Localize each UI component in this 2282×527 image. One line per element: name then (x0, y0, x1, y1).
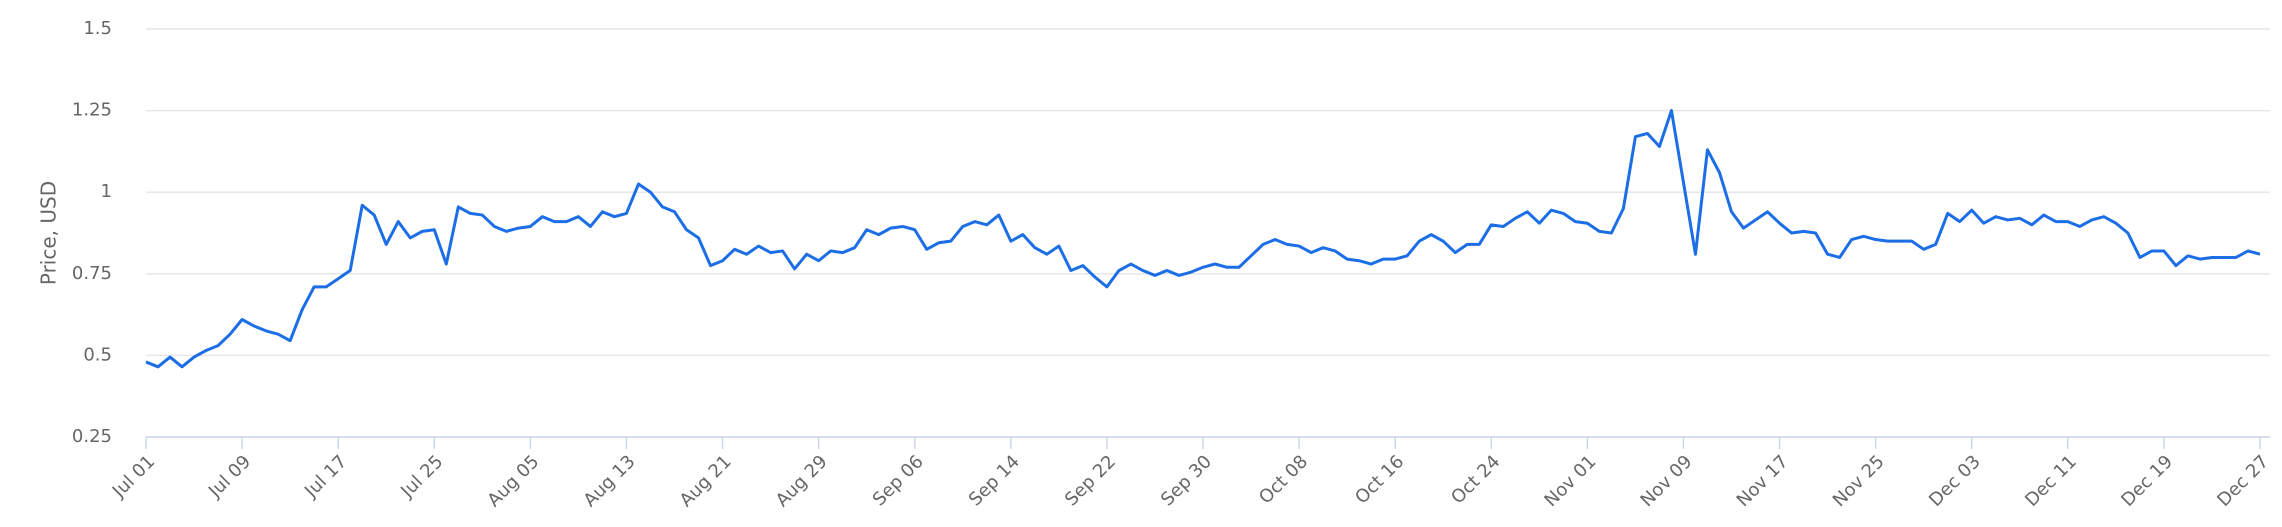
price-line (145, 109, 2261, 369)
x-tick-label: Sep 22 (1061, 451, 1120, 510)
y-tick-label: 0.25 (72, 426, 112, 447)
x-tick-label: Jul 17 (300, 451, 351, 502)
x-tick-label: Oct 08 (1255, 451, 1312, 508)
x-tick-label: Oct 24 (1447, 451, 1504, 508)
x-tick-label: Aug 29 (772, 451, 832, 511)
y-tick-label: 1.25 (72, 100, 112, 121)
y-tick-label: 1 (101, 181, 112, 202)
x-tick-label: Dec 03 (1925, 451, 1985, 511)
x-tick-label: Sep 30 (1157, 451, 1216, 510)
x-tick-label: Sep 06 (869, 451, 928, 510)
x-tick-label: Nov 17 (1733, 451, 1793, 511)
y-tick-label: 0.75 (72, 263, 112, 284)
y-axis-label: Price, USD (37, 181, 61, 285)
y-tick-label: 1.5 (83, 18, 112, 39)
x-tick-label: Aug 13 (580, 451, 640, 511)
x-tick-label: Sep 14 (965, 451, 1024, 510)
x-tick-label: Jul 09 (204, 451, 255, 502)
x-tick-label: Nov 01 (1540, 451, 1600, 511)
x-tick-label: Oct 16 (1351, 451, 1408, 508)
x-tick-label: Aug 21 (676, 451, 736, 511)
x-tick-label: Dec 19 (2117, 451, 2177, 511)
x-tick-label: Dec 27 (2213, 451, 2273, 511)
x-tick-label: Aug 05 (483, 451, 543, 511)
x-tick-label: Dec 11 (2021, 451, 2081, 511)
x-tick-label: Jul 25 (396, 451, 447, 502)
x-tick-label: Nov 25 (1829, 451, 1889, 511)
x-tick-label: Nov 09 (1637, 451, 1697, 511)
y-tick-label: 0.5 (83, 344, 112, 365)
x-tick-label: Jul 01 (108, 451, 159, 502)
